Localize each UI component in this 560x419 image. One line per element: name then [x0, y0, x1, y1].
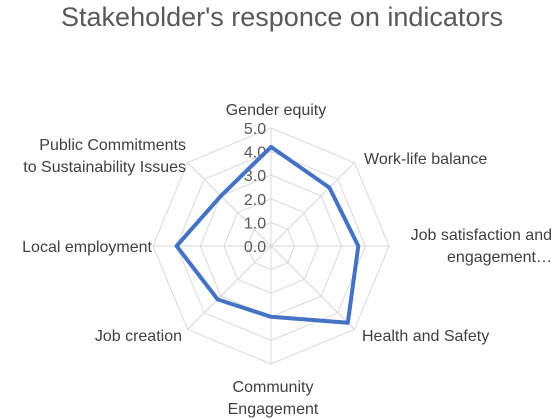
tick-label: 2.0 [244, 192, 266, 209]
series-line-1 [174, 144, 361, 325]
spoke-line [187, 245, 272, 330]
category-label: Job creation [95, 328, 182, 345]
tick-label: 3.0 [244, 168, 266, 185]
category-label: Public Commitments to Sustainability Issu… [23, 137, 186, 176]
category-label: Work-life balance [364, 151, 487, 168]
spoke-line [270, 245, 355, 330]
radial-axis-ticks: 0.01.02.03.04.05.0 [244, 121, 266, 256]
series-lines [174, 144, 361, 325]
category-label: Local employment [22, 239, 152, 256]
tick-label: 1.0 [244, 215, 266, 232]
tick-label: 5.0 [244, 121, 266, 138]
chart-title: Stakeholder's responce on indicators [61, 2, 503, 32]
radar-grid [152, 127, 390, 365]
category-labels: Gender equity Work-life balance Job satisf… [22, 102, 552, 418]
category-label: Gender equity [226, 102, 327, 119]
category-label: Community Engagement [228, 379, 319, 418]
tick-label: 0.0 [244, 239, 266, 256]
category-label: Job satisfaction and engagement… [411, 227, 552, 266]
spoke-line [187, 162, 272, 247]
category-label: Health and Safety [362, 328, 489, 345]
spoke-line [270, 162, 355, 247]
